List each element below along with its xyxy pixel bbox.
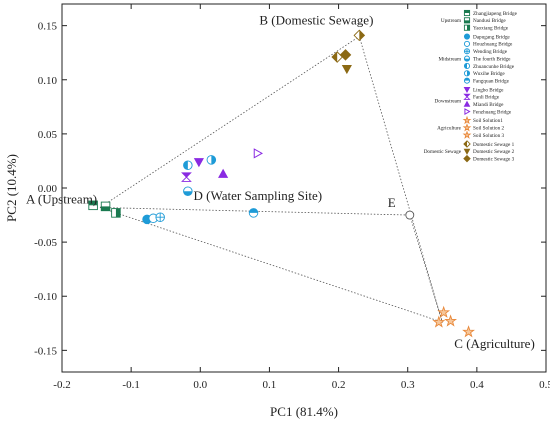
legend-entry: Dapugang Bridge	[463, 33, 510, 40]
legend-group-label: Agriculture	[437, 126, 462, 132]
legend-group-label: Upstream	[441, 18, 461, 24]
region-labels: A (Upstream) B (Domestic Sewage) C (Agricu…	[26, 12, 535, 351]
legend-label: Fenzhuang Bridge	[473, 109, 512, 115]
legend-label: Fangquan Bridge	[473, 78, 510, 84]
legend-entry: Zhangjiapeng Bridge	[463, 9, 518, 17]
legend-entry: Fenzhuang Bridge	[464, 108, 512, 115]
data-point	[331, 51, 343, 63]
legend-entry: Houzhuang Bridge	[463, 40, 513, 48]
legend-entry: Wuxihe Bridge	[463, 70, 505, 77]
data-point	[181, 172, 192, 182]
data-point	[88, 200, 98, 211]
legend-label: Soil Solution1	[473, 118, 503, 124]
x-tick-label: 0.3	[401, 379, 415, 391]
y-tick-label: -0.10	[34, 291, 57, 303]
x-tick-label: 0.5	[539, 379, 550, 391]
legend-entry: Nandusi Bridge	[463, 17, 506, 24]
legend-entry: Fanli Bridge	[463, 93, 500, 101]
legend-entry: Soil Solution 2	[462, 123, 505, 132]
data-point	[183, 160, 193, 171]
x-tick-label: -0.2	[53, 379, 70, 391]
legend-entry: Domestic Sewage 3	[463, 154, 515, 162]
y-tick-label: 0.05	[38, 129, 58, 141]
legend-entry: Lingbo Bridge	[463, 86, 504, 93]
data-point	[437, 305, 451, 318]
data-point	[253, 148, 264, 159]
plot-axes: -0.2 -0.1 0.0 0.1 0.2 0.3 0.4 0.5 -0.15 -0.10 -0.0…	[34, 3, 550, 391]
source-triangle-lines	[99, 35, 443, 323]
y-tick-label: 0.00	[38, 183, 58, 195]
data-point	[341, 65, 352, 75]
y-axis-label: PC2 (10.4%)	[4, 154, 19, 222]
legend-group-label: Midstream	[439, 56, 461, 62]
legend-entry: Soil Solution1	[462, 115, 503, 124]
data-point	[206, 155, 217, 165]
legend-entry: Miandi Bridge	[463, 100, 504, 108]
legend-entry: Domestic Sewage 2	[463, 148, 515, 155]
region-label: A (Upstream)	[26, 191, 97, 206]
legend-entry: Domestic Sewage 1	[463, 140, 515, 148]
legend-label: Nandusi Bridge	[473, 18, 506, 24]
data-point	[339, 49, 352, 61]
region-label: C (Agriculture)	[454, 336, 535, 351]
legend-label: Zhuancunhe Bridge	[473, 64, 515, 70]
legend-label: Zhangjiapeng Bridge	[473, 11, 518, 17]
legend-label: Yaoxiang Bridge	[473, 26, 509, 32]
legend-label: The fourth Bridge	[473, 55, 511, 62]
legend-label: Domestic Sewage 3	[473, 156, 515, 162]
y-tick-label: -0.05	[34, 237, 57, 249]
legend-entry: Soil Solution 3	[462, 130, 505, 139]
legend-label: Soil Solution 2	[473, 126, 505, 132]
legend-label: Wuxihe Bridge	[473, 71, 505, 77]
x-tick-label: 0.4	[470, 379, 484, 391]
data-point	[183, 186, 193, 196]
y-tick-label: -0.15	[34, 345, 57, 357]
legend-entry: Wending Bridge	[463, 48, 508, 55]
data-point	[353, 29, 366, 42]
legend-label: Fanli Bridge	[473, 95, 500, 101]
legend-group-label: Downstream	[434, 98, 461, 104]
data-point	[444, 314, 457, 327]
legend-label: Wending Bridge	[473, 49, 508, 55]
x-tick-label: 0.0	[193, 379, 207, 391]
data-point	[248, 208, 259, 218]
legend-label: Domestic Sewage 2	[473, 149, 515, 155]
data-point	[111, 208, 121, 218]
data-point	[155, 212, 165, 222]
legend-label: Domestic Sewage 1	[473, 142, 515, 148]
legend-label: Miandi Bridge	[473, 102, 504, 108]
x-tick-label: 0.2	[332, 379, 346, 391]
x-tick-label: -0.1	[122, 379, 139, 391]
data-point	[218, 168, 229, 178]
data-point	[432, 315, 446, 328]
e-to-c-line	[409, 214, 443, 323]
data-point	[100, 201, 111, 212]
region-label: E	[388, 195, 396, 210]
legend-entry: Zhuancunhe Bridge	[463, 62, 515, 70]
legend-label: Houzhuang Bridge	[473, 42, 513, 48]
legend-label: Dapugang Bridge	[473, 34, 510, 40]
a-to-e-line	[100, 207, 410, 216]
x-tick-label: 0.1	[263, 379, 277, 391]
source-triangle	[99, 35, 443, 323]
data-point	[193, 158, 204, 168]
y-tick-label: 0.15	[38, 21, 58, 33]
legend-entry: Yaoxiang Bridge	[463, 24, 509, 32]
legend-entry: Fangquan Bridge	[463, 77, 510, 84]
legend-entry: The fourth Bridge	[463, 55, 511, 62]
y-tick-label: 0.10	[38, 75, 58, 87]
legend-label: Soil Solution 3	[473, 133, 505, 139]
region-label: B (Domestic Sewage)	[259, 12, 373, 27]
data-points	[88, 29, 475, 338]
x-axis-label: PC1 (81.4%)	[270, 404, 338, 419]
centroid-e-marker	[405, 210, 415, 220]
legend-group-label: Domestic Sewage	[424, 149, 462, 155]
data-point	[462, 325, 475, 338]
region-label: D (Water Sampling Site)	[194, 188, 323, 203]
legend-label: Lingbo Bridge	[473, 87, 504, 93]
